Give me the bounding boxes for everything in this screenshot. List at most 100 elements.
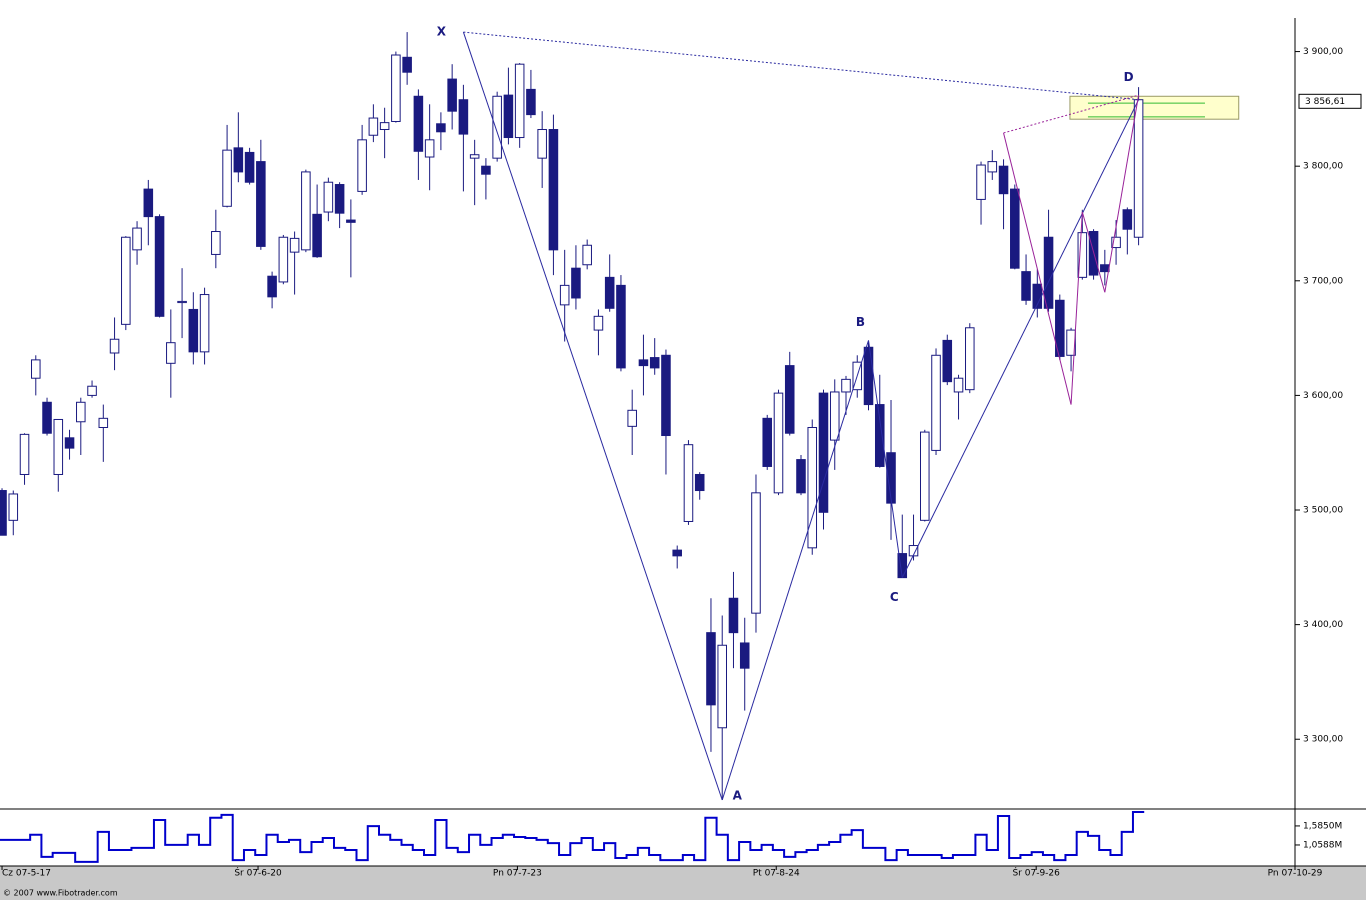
candle-body: [919, 431, 930, 521]
candle-body: [154, 216, 165, 317]
candle-body: [19, 433, 30, 475]
date-bar: [0, 866, 1366, 900]
candle-body: [233, 147, 244, 173]
candle-body: [661, 354, 671, 437]
pattern-leg: [721, 340, 869, 801]
candle-body: [1100, 264, 1110, 273]
candle-body: [301, 171, 311, 251]
pattern-leg: [868, 340, 903, 578]
candle-body: [177, 300, 187, 304]
last-price-box: [1298, 93, 1362, 109]
x-tick-label: Śr 07-9-26: [1012, 867, 1060, 879]
x-tick-label: Pt 07-8-24: [753, 869, 800, 879]
candle-body: [559, 284, 570, 306]
candle-body: [1043, 236, 1054, 309]
candle-body: [109, 338, 120, 354]
candle-body: [672, 549, 682, 557]
pattern-leg: [1104, 95, 1140, 293]
candle-body: [121, 236, 131, 325]
candle-body: [807, 426, 818, 549]
candle-body: [514, 63, 525, 139]
last-price-label: 3 856,61: [1305, 97, 1345, 107]
candle-body: [526, 88, 536, 116]
y-tick-label: 1,5850M: [1303, 821, 1342, 831]
y-tick-label: 3 400,00: [1303, 620, 1343, 630]
candle-body: [436, 123, 446, 133]
candle-body: [0, 490, 7, 536]
candle-body: [751, 492, 761, 614]
candle-body: [379, 122, 390, 131]
candle-body: [166, 342, 176, 364]
candle-body: [222, 149, 232, 207]
candle-body: [616, 284, 626, 369]
pattern-label: X: [437, 25, 447, 39]
candle-body: [199, 294, 210, 353]
candle-body: [773, 392, 784, 494]
candle-body: [312, 213, 322, 258]
candle-body: [424, 139, 435, 158]
candle-body: [886, 452, 896, 504]
candle-body: [717, 644, 727, 729]
candle-body: [931, 354, 941, 451]
x-tick-label: Cz 07-5-17: [2, 869, 51, 879]
pattern-leg: [1081, 211, 1106, 293]
pattern-label: A: [733, 788, 743, 802]
candle-body: [402, 56, 412, 73]
x-tick-label: Pn 07-7-23: [493, 869, 542, 879]
y-tick-label: 1,0588M: [1303, 840, 1342, 850]
candle-body: [289, 237, 300, 253]
candle-body: [76, 401, 86, 423]
candle-body: [1122, 209, 1133, 230]
candle-body: [694, 473, 705, 492]
candle-body: [841, 378, 851, 393]
candle-body: [503, 94, 514, 139]
candle-body: [413, 95, 424, 152]
pattern-label: C: [890, 590, 899, 604]
pattern-leg: [1070, 211, 1083, 405]
candle-body: [706, 632, 716, 706]
candle-body: [1133, 99, 1144, 238]
y-tick-label: 3 300,00: [1303, 735, 1343, 745]
candle-body: [582, 244, 592, 266]
candle-body: [739, 642, 750, 669]
pattern-leg: [901, 99, 1140, 578]
candle-body: [593, 315, 604, 331]
candle-body: [976, 164, 986, 200]
candle-body: [638, 359, 649, 367]
pattern-label: B: [856, 315, 865, 329]
candle-body: [571, 267, 581, 299]
candle-body: [953, 377, 964, 393]
candle-body: [346, 219, 356, 223]
candle-body: [188, 308, 199, 353]
pattern-leg: [1003, 132, 1072, 405]
x-tick-label: Pn 07-10-29: [1268, 869, 1323, 879]
candle-body: [391, 54, 401, 122]
pattern-envelope: [1003, 94, 1139, 134]
y-tick-label: 3 800,00: [1303, 162, 1343, 172]
candle-body: [458, 99, 469, 135]
candle-body: [267, 275, 277, 298]
candle-body: [278, 236, 289, 283]
candle-body: [53, 418, 64, 475]
pattern-envelope: [463, 31, 1139, 101]
candle-body: [796, 459, 806, 494]
candle-body: [1111, 236, 1121, 249]
candle-body: [987, 161, 998, 173]
candle-body: [8, 493, 19, 521]
candle-body: [323, 181, 334, 213]
pattern-label: D: [1124, 70, 1134, 84]
candle-body: [762, 417, 773, 467]
candle-body: [965, 327, 975, 391]
candle-body: [143, 188, 154, 218]
candle-body: [942, 339, 953, 383]
candle-body: [492, 95, 502, 159]
y-tick-label: 3 900,00: [1303, 47, 1343, 57]
target-zone: [1069, 95, 1240, 120]
candle-body: [537, 129, 547, 159]
candle-body: [784, 365, 795, 434]
candle-body: [256, 161, 266, 247]
volume-line: [0, 811, 1145, 863]
candle-body: [132, 227, 142, 251]
